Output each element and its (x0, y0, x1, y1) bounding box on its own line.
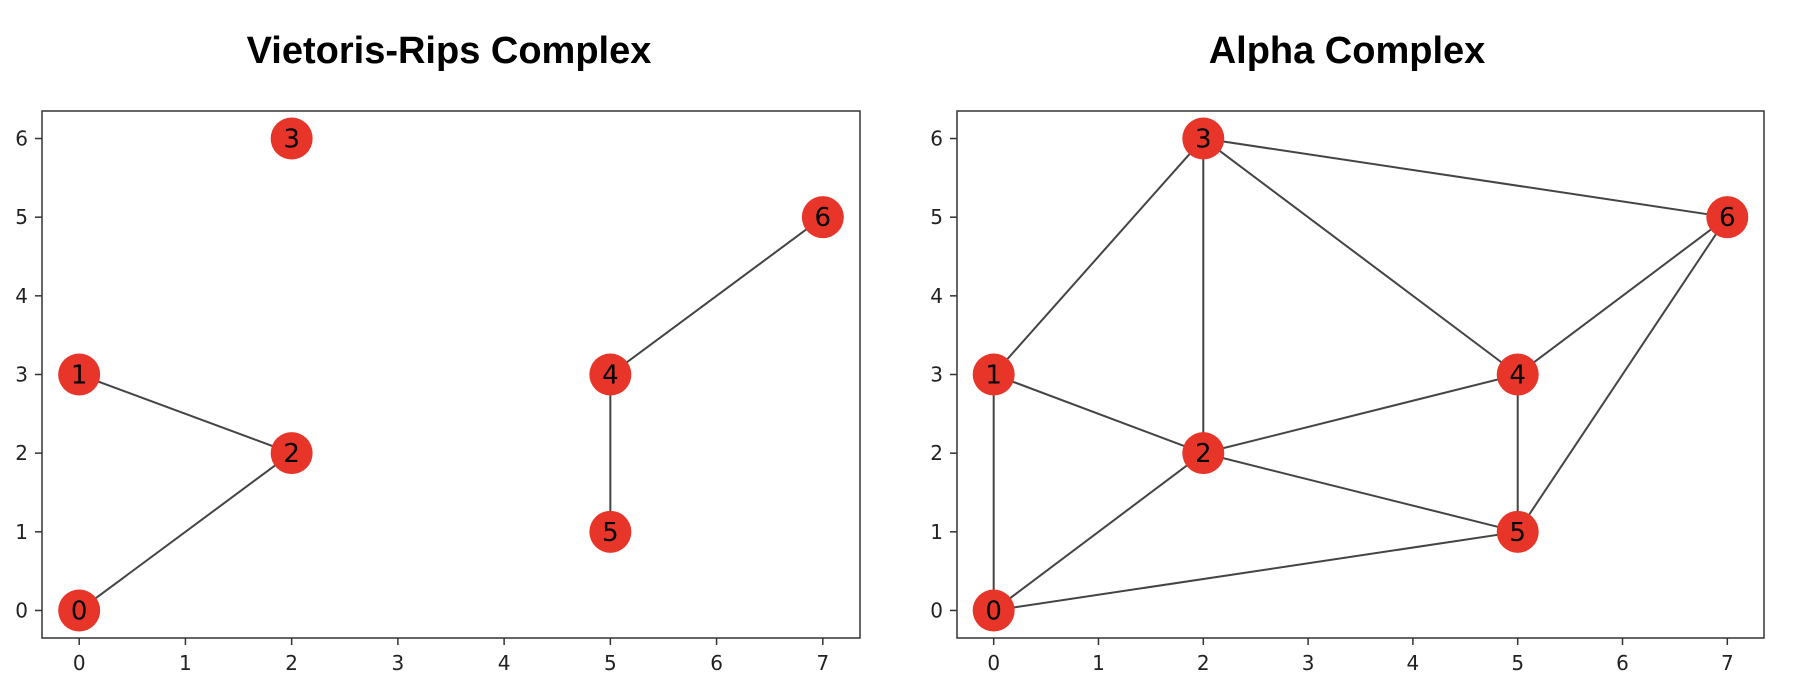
vietoris-rips-plot: 0 1 2 3 4 5 6 7 0 1 2 3 4 5 6 0 1 2 3 4 5 6 (15, 110, 861, 675)
graph-node (1706, 196, 1749, 239)
node-label: 1 (985, 361, 1002, 391)
y-tick-label: 2 (930, 441, 943, 465)
chart-title: Alpha Complex (1208, 30, 1486, 72)
vietoris-rips-panel: Vietoris-Rips Complex 0 1 2 3 4 5 6 7 0 1 2 3 4 5 6 0 1 2… (15, 30, 861, 675)
graph-node (589, 510, 632, 553)
y-tick-label: 1 (15, 520, 28, 544)
chart-title: Vietoris-Rips Complex (246, 30, 652, 72)
graph-node (270, 432, 313, 475)
node-label: 2 (1195, 439, 1212, 469)
node-label: 0 (71, 596, 88, 626)
graph-edge (993, 452, 1204, 612)
y-tick-label: 3 (15, 363, 28, 387)
y-tick-label: 5 (930, 205, 943, 229)
y-tick-label: 3 (930, 363, 943, 387)
alpha-complex-panel: Alpha Complex 0 1 2 3 4 5 6 7 0 1 2 3 4 5 6 0 1 2 3 4 5 6 (898, 0, 1796, 700)
node-label: 5 (602, 518, 619, 548)
y-tick-label: 4 (930, 284, 943, 308)
node-label: 3 (1195, 125, 1212, 155)
x-tick-label: 0 (73, 651, 86, 675)
node-label: 2 (283, 439, 300, 469)
graph-node (801, 196, 844, 239)
x-tick-label: 2 (285, 651, 298, 675)
y-tick-label: 2 (15, 441, 28, 465)
x-tick-label: 6 (710, 651, 723, 675)
node-label: 0 (985, 596, 1002, 626)
graph-node (1182, 117, 1225, 160)
plot-frame (956, 110, 1765, 639)
node-label: 6 (1719, 203, 1736, 233)
node-label: 4 (602, 361, 619, 391)
node-label: 1 (71, 361, 88, 391)
y-tick-label: 0 (930, 598, 943, 622)
graph-edge (993, 530, 1518, 612)
graph-node (1496, 353, 1539, 396)
graph-edge (1203, 452, 1518, 533)
x-tick-label: 1 (1092, 651, 1105, 675)
graph-node (1496, 510, 1539, 553)
x-tick-label: 3 (392, 651, 405, 675)
graph-edge (1202, 137, 1519, 376)
graph-node (972, 353, 1015, 396)
graph-node (58, 589, 101, 632)
y-tick-label: 4 (15, 284, 28, 308)
graph-edge (609, 216, 824, 376)
x-tick-label: 6 (1616, 651, 1629, 675)
x-tick-label: 5 (604, 651, 617, 675)
x-tick-label: 2 (1197, 651, 1210, 675)
graph-edge (1203, 137, 1728, 219)
graph-edge (992, 137, 1205, 376)
graph-edge (1517, 216, 1728, 376)
graph-node (589, 353, 632, 396)
alpha-complex-plot: 0 1 2 3 4 5 6 7 0 1 2 3 4 5 6 0 1 2 3 4 5 6 (930, 110, 1765, 675)
node-label: 4 (1509, 361, 1526, 391)
x-tick-label: 7 (816, 651, 829, 675)
y-tick-label: 0 (15, 598, 28, 622)
x-tick-label: 4 (498, 651, 511, 675)
x-tick-label: 0 (987, 651, 1000, 675)
graph-node (1182, 432, 1225, 475)
x-tick-label: 5 (1511, 651, 1524, 675)
x-tick-label: 1 (179, 651, 192, 675)
graph-edge (1516, 216, 1729, 533)
node-label: 5 (1509, 518, 1526, 548)
x-tick-label: 7 (1721, 651, 1734, 675)
y-tick-label: 6 (930, 127, 943, 151)
x-tick-label: 3 (1302, 651, 1315, 675)
y-tick-label: 5 (15, 205, 28, 229)
y-tick-label: 6 (15, 127, 28, 151)
graph-node (972, 589, 1015, 632)
graph-node (270, 117, 313, 160)
graph-edge (78, 452, 293, 612)
plot-frame (41, 110, 861, 639)
graph-edge (78, 373, 292, 455)
y-tick-label: 1 (930, 520, 943, 544)
node-label: 6 (815, 203, 832, 233)
node-label: 3 (283, 125, 300, 155)
graph-edge (993, 373, 1204, 455)
graph-edge (1203, 373, 1518, 455)
x-tick-label: 4 (1407, 651, 1420, 675)
graph-node (58, 353, 101, 396)
